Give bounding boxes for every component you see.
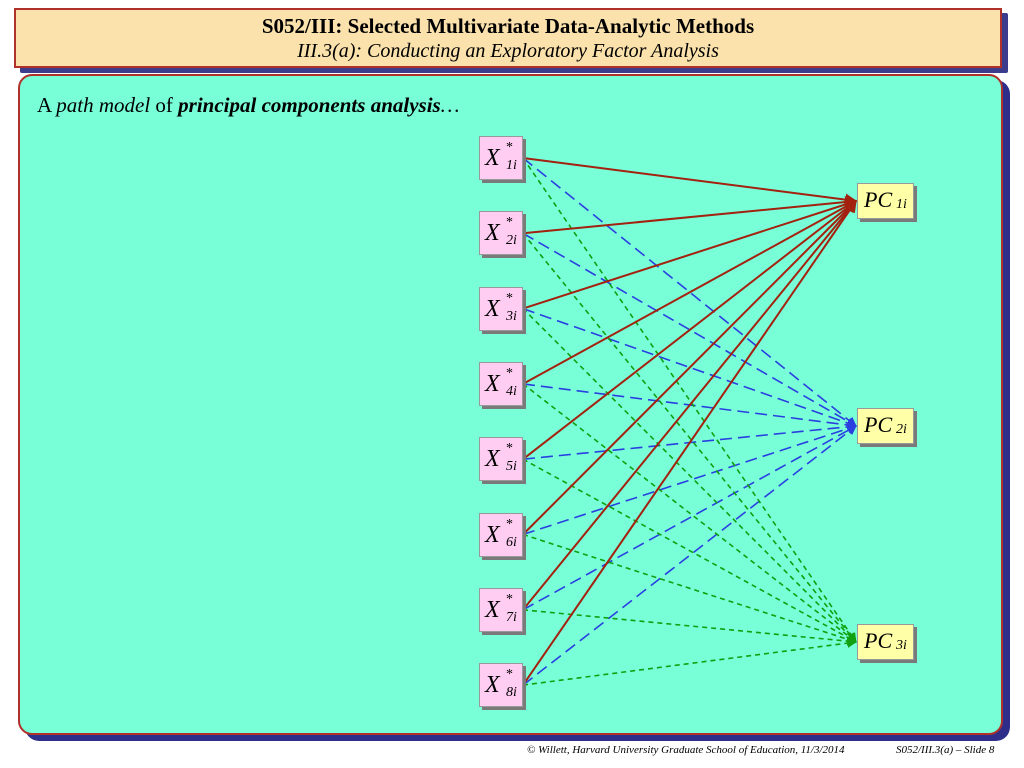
arrow-x5-to-pc3 <box>522 458 857 643</box>
output-node-pc1: PC 1i <box>857 183 914 219</box>
path-arrows <box>522 157 858 686</box>
input-node-subscript: 2i <box>506 233 517 249</box>
output-node-pc2: PC 2i <box>857 408 914 444</box>
heading-pca: principal components analysis <box>178 93 441 117</box>
output-node-pc3: PC 3i <box>857 624 914 660</box>
input-node-x4: X * 4i <box>479 361 523 406</box>
input-node-variable: X <box>485 370 500 397</box>
input-node-superscript: * <box>506 215 513 231</box>
arrow-x7-to-pc1 <box>522 200 857 611</box>
output-node-subscript: 1i <box>896 197 907 212</box>
footer-slide-number: S052/III.3(a) – Slide 8 <box>896 744 995 756</box>
input-node-superscript: * <box>506 290 513 306</box>
arrow-x8-to-pc3 <box>522 638 857 686</box>
input-node-subscript: 3i <box>506 308 517 324</box>
input-node-variable: X <box>485 596 500 623</box>
arrow-x3-to-pc3 <box>522 308 857 643</box>
arrow-x6-to-pc1 <box>522 200 857 536</box>
input-node-superscript: * <box>506 516 513 532</box>
input-node-superscript: * <box>506 667 513 683</box>
arrow-x7-to-pc3 <box>522 609 857 646</box>
heading-ellipsis: … <box>440 93 460 117</box>
slide-subtitle: III.3(a): Conducting an Exploratory Fact… <box>297 40 719 62</box>
input-node-x5: X * 5i <box>479 437 523 482</box>
input-node-x1: X * 1i <box>479 136 523 180</box>
arrow-x1-to-pc3 <box>522 157 857 643</box>
content-heading: A path model of principal components ana… <box>37 93 459 118</box>
input-node-superscript: * <box>506 441 513 457</box>
output-node-variable: PC <box>864 628 893 653</box>
arrow-x7-to-pc2 <box>522 425 857 611</box>
arrow-x1-to-pc1 <box>522 157 858 206</box>
input-node-x3: X * 3i <box>479 286 523 331</box>
arrow-x8-to-pc2 <box>522 425 857 686</box>
output-node-subscript: 3i <box>896 638 907 653</box>
input-node-x2: X * 2i <box>479 211 523 256</box>
arrow-x6-to-pc2 <box>522 424 857 536</box>
input-node-superscript: * <box>506 591 513 607</box>
input-node-variable: X <box>485 446 500 473</box>
input-node-variable: X <box>485 521 500 548</box>
input-node-x7: X * 7i <box>479 587 523 632</box>
input-node-x6: X * 6i <box>479 512 523 557</box>
output-node-variable: PC <box>864 412 893 437</box>
input-node-superscript: * <box>506 365 513 381</box>
input-node-subscript: 4i <box>506 383 517 399</box>
arrow-x3-to-pc1 <box>522 198 858 310</box>
arrow-x2-to-pc3 <box>522 232 857 643</box>
output-node-variable: PC <box>864 187 893 212</box>
arrow-x5-to-pc1 <box>522 200 857 460</box>
arrow-x2-to-pc1 <box>522 196 858 235</box>
input-node-x8: X * 8i <box>479 663 523 708</box>
heading-text-a: A <box>37 93 57 117</box>
arrow-x6-to-pc3 <box>522 533 857 644</box>
input-node-superscript: * <box>506 140 513 155</box>
heading-text-of: of <box>150 93 179 117</box>
arrow-x4-to-pc1 <box>522 200 858 385</box>
input-node-subscript: 8i <box>506 685 517 701</box>
input-node-variable: X <box>485 672 500 699</box>
input-node-subscript: 1i <box>506 158 517 173</box>
heading-path-model: path model <box>56 93 151 117</box>
input-node-subscript: 6i <box>506 534 517 550</box>
slide-title: S052/III: Selected Multivariate Data-Ana… <box>261 14 755 38</box>
arrow-x4-to-pc3 <box>522 383 857 643</box>
input-node-subscript: 5i <box>506 459 517 475</box>
input-node-subscript: 7i <box>506 609 517 625</box>
output-node-subscript: 2i <box>896 422 907 437</box>
arrow-x3-to-pc2 <box>522 307 857 428</box>
slide-title-box: S052/III: Selected Multivariate Data-Ana… <box>14 8 1002 68</box>
arrow-x8-to-pc1 <box>522 200 857 686</box>
input-node-variable: X <box>485 220 500 247</box>
input-node-variable: X <box>485 295 500 322</box>
arrow-x2-to-pc2 <box>522 232 857 427</box>
input-node-variable: X <box>485 145 500 171</box>
footer-copyright: © Willett, Harvard University Graduate S… <box>527 744 845 756</box>
